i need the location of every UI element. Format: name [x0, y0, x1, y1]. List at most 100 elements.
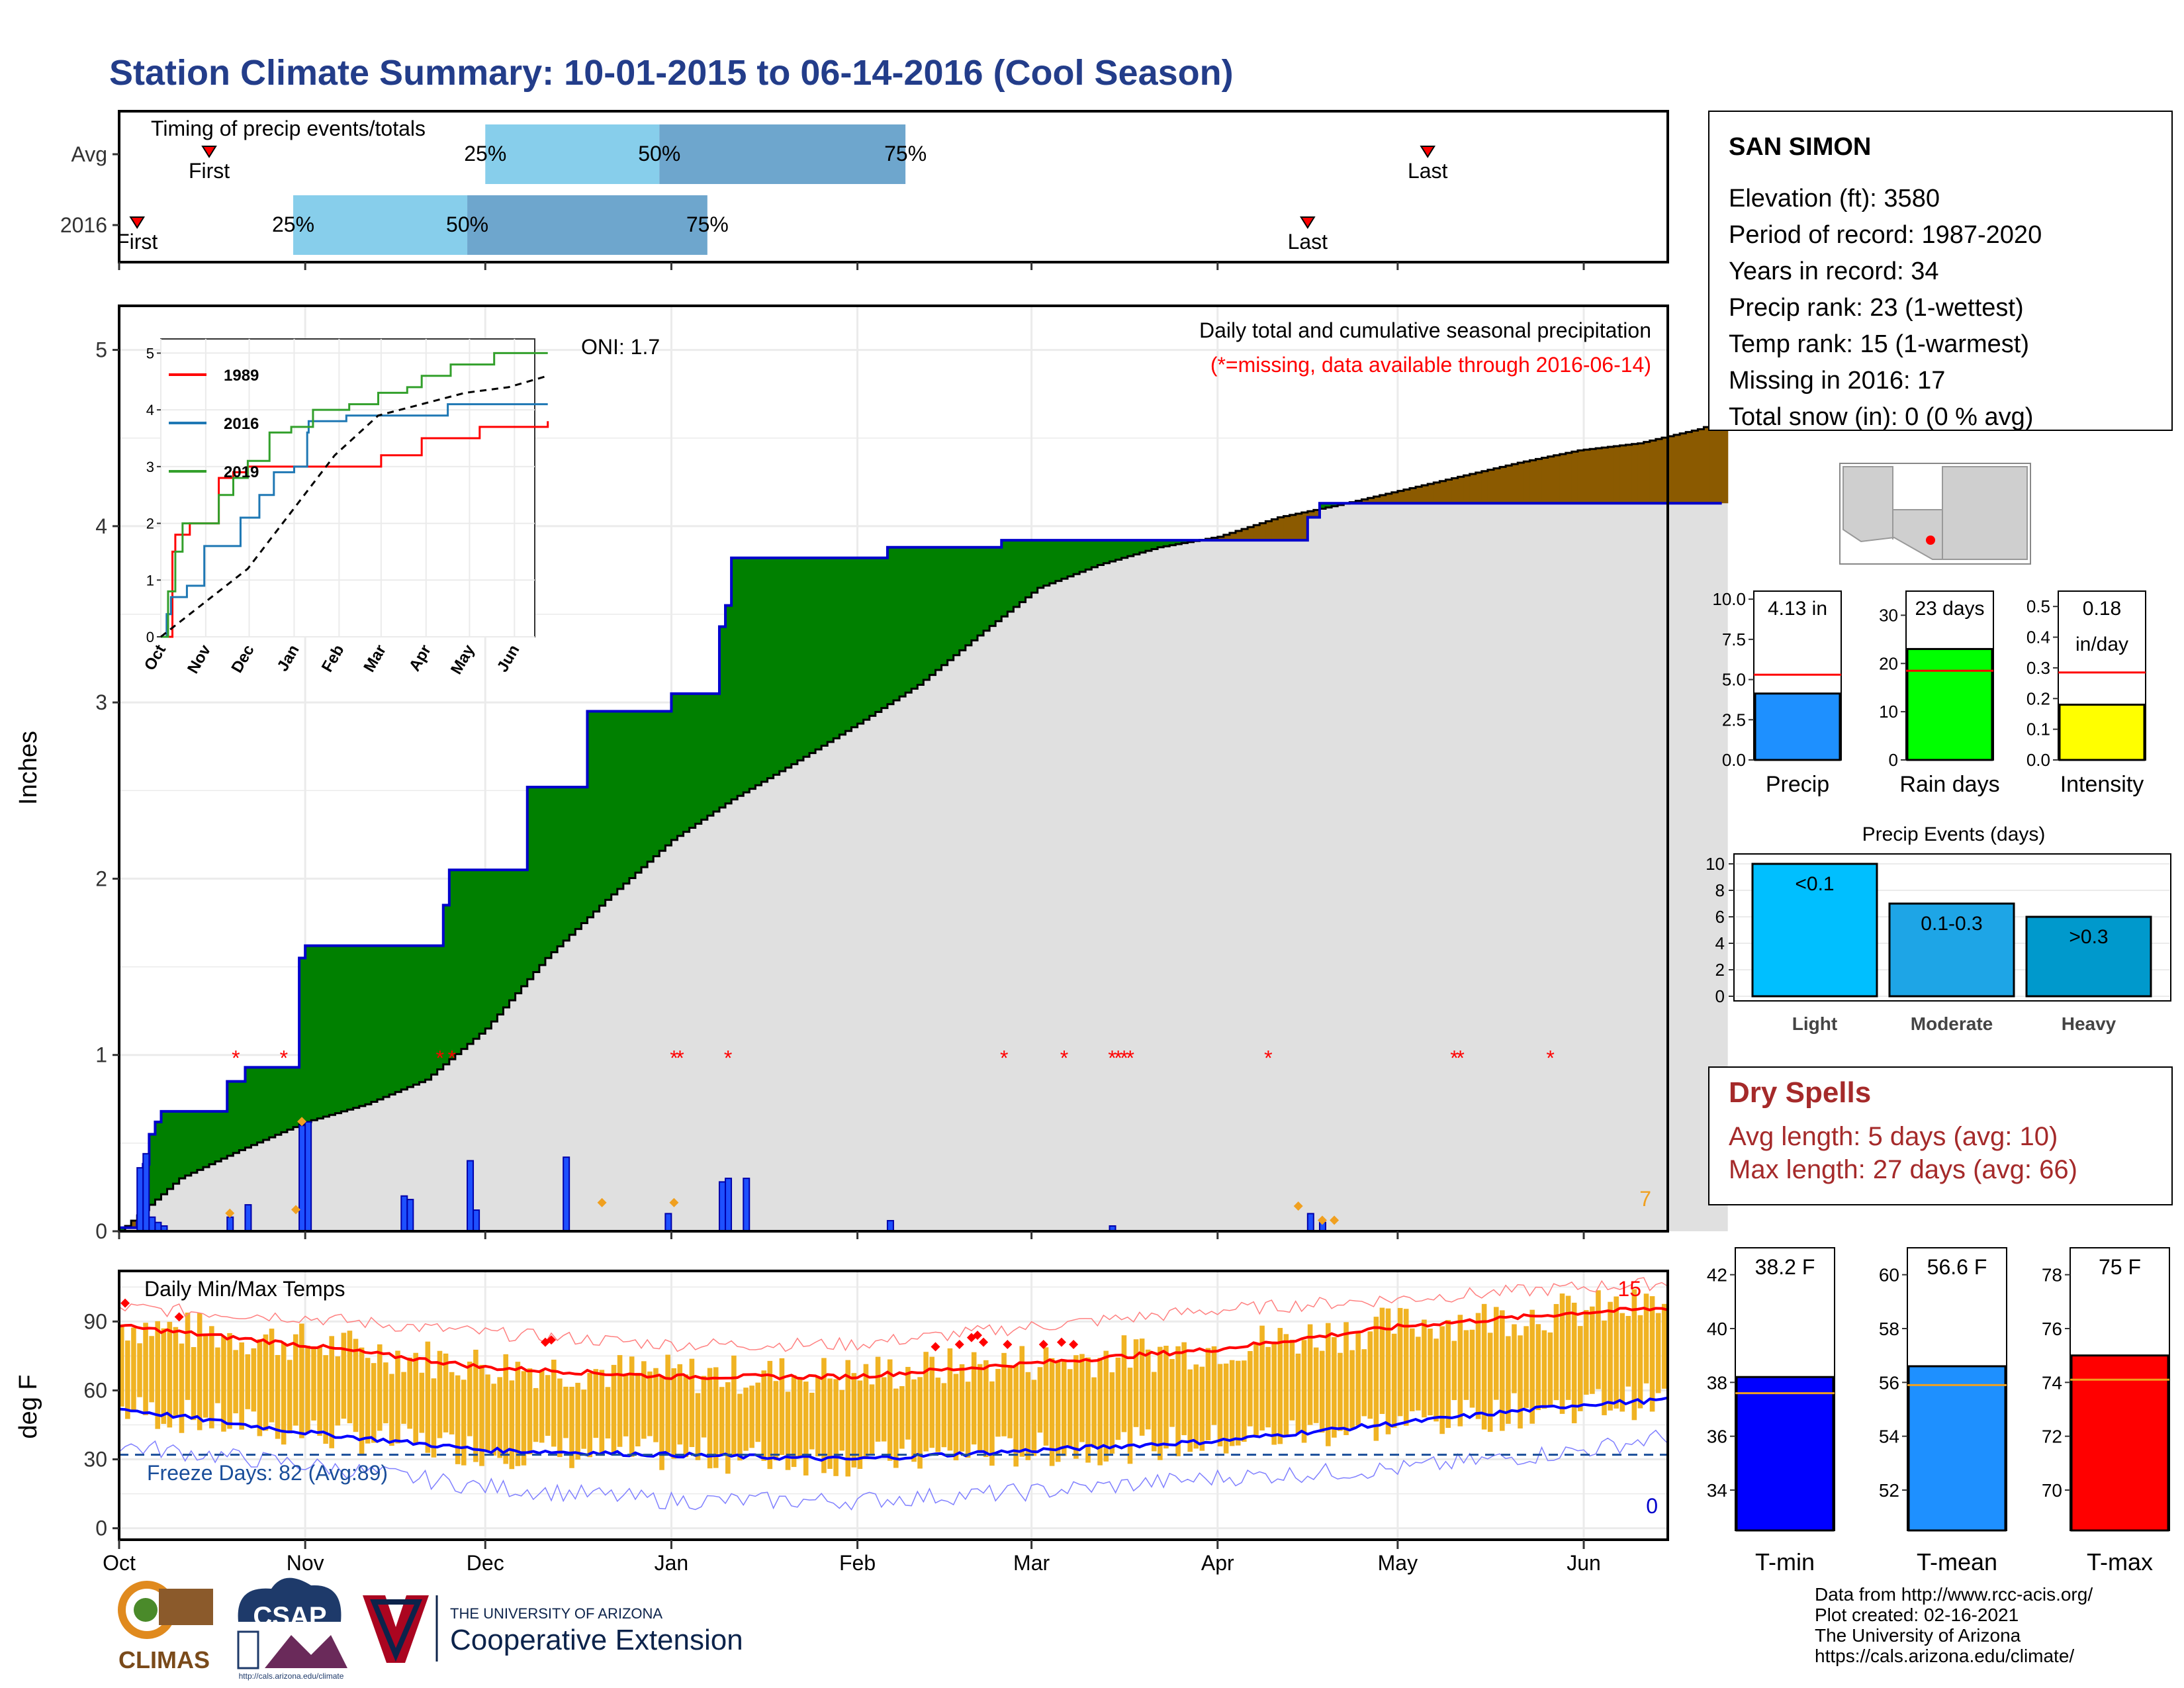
deficit-fill	[1253, 525, 1260, 541]
surplus-fill	[407, 945, 414, 1088]
daily-temp-bar	[497, 1377, 502, 1458]
daily-temp-bar	[1565, 1295, 1571, 1400]
daily-temp-bar	[863, 1364, 869, 1460]
daily-temp-bar	[677, 1364, 683, 1445]
daily-temp-bar	[911, 1379, 917, 1462]
daily-temp-bar	[509, 1380, 515, 1470]
daily-precip-bar	[886, 1220, 894, 1232]
surplus-fill	[635, 711, 642, 873]
ua-logo: THE UNIVERSITY OF ARIZONA Cooperative Ex…	[363, 1595, 743, 1663]
deficit-fill	[1709, 424, 1717, 504]
daily-temp-bar	[1085, 1357, 1091, 1463]
daily-temp-bar	[659, 1376, 664, 1470]
missing-day-marker: *	[1456, 1047, 1464, 1070]
daily-temp-bar	[413, 1352, 418, 1444]
page-title: Station Climate Summary: 10-01-2015 to 0…	[109, 53, 1234, 93]
surplus-fill	[413, 945, 420, 1085]
daily-precip-bar	[473, 1209, 480, 1232]
surplus-fill	[599, 711, 606, 906]
daily-temp-bar	[1529, 1309, 1535, 1424]
surplus-fill	[593, 711, 600, 912]
deficit-fill	[1289, 514, 1297, 541]
surplus-fill	[389, 945, 396, 1095]
daily-temp-bar	[575, 1382, 580, 1460]
deficit-fill	[1631, 444, 1639, 504]
freeze-days-label: Freeze Days: 82 (Avg:89)	[147, 1461, 388, 1485]
temp-bar-tick-label: 72	[2042, 1427, 2062, 1447]
surplus-fill	[935, 547, 942, 671]
timing-marker-label: First	[189, 159, 230, 183]
surplus-fill	[485, 870, 492, 1029]
daily-temp-bar	[875, 1356, 881, 1442]
temp-ytick-label: 30	[83, 1448, 107, 1472]
timing-bar-50-75	[467, 195, 707, 255]
station-name: SAN SIMON	[1729, 133, 1871, 161]
daily-temp-bar	[839, 1389, 844, 1451]
surplus-fill	[557, 786, 564, 947]
daily-temp-bar	[713, 1367, 719, 1468]
daily-temp-bar	[653, 1368, 659, 1442]
deficit-fill	[1535, 459, 1543, 504]
surplus-fill	[1013, 540, 1021, 607]
daily-temp-bar	[605, 1387, 611, 1438]
surplus-fill	[995, 547, 1002, 622]
daily-temp-bar	[587, 1373, 593, 1458]
precip-subtitle: Daily total and cumulative seasonal prec…	[1199, 318, 1651, 342]
deficit-fill	[1512, 464, 1518, 504]
event-bar-moderate	[1888, 902, 2015, 998]
surplus-fill	[479, 870, 486, 1034]
daily-temp-bar	[701, 1376, 707, 1438]
station-info-line: Precip rank: 23 (1-wettest)	[1729, 294, 2024, 322]
daily-temp-bar	[1109, 1372, 1115, 1454]
daily-temp-bar	[1283, 1334, 1289, 1437]
deficit-fill	[1439, 481, 1447, 504]
surplus-fill	[971, 547, 978, 641]
daily-temp-bar	[1475, 1313, 1481, 1419]
daily-temp-bar	[767, 1360, 773, 1470]
summary-tick-label: 30	[1879, 605, 1898, 625]
daily-temp-bar	[143, 1323, 148, 1415]
surplus-fill	[677, 693, 684, 836]
surplus-fill	[197, 1111, 204, 1170]
daily-precip-bar	[743, 1178, 751, 1232]
deficit-fill	[1422, 485, 1428, 504]
surplus-fill	[209, 1111, 216, 1164]
surplus-fill	[869, 557, 876, 716]
surplus-fill	[761, 557, 768, 782]
surplus-fill	[569, 786, 576, 935]
deficit-fill	[1271, 519, 1279, 541]
daily-temp-bar	[581, 1389, 586, 1449]
daily-temp-bar	[1152, 1372, 1157, 1452]
credit-line: Data from http://www.rcc-acis.org/	[1815, 1584, 2093, 1605]
surplus-fill	[647, 711, 654, 862]
surplus-fill	[161, 1111, 168, 1195]
deficit-fill	[1674, 434, 1680, 504]
deficit-fill	[1692, 430, 1698, 504]
daily-temp-bar	[749, 1385, 754, 1448]
surplus-fill	[227, 1081, 234, 1156]
daily-temp-bar	[1295, 1353, 1301, 1434]
event-tick-label: 8	[1715, 880, 1725, 900]
missing-day-marker: *	[448, 1047, 456, 1070]
daily-temp-bar	[227, 1333, 232, 1429]
daily-temp-bar	[1416, 1336, 1421, 1411]
surplus-fill	[467, 870, 474, 1044]
daily-temp-bar	[173, 1327, 179, 1417]
daily-temp-bar	[563, 1386, 569, 1438]
timing-percentile-label: 75%	[884, 142, 927, 165]
station-info-line: Period of record: 1987-2020	[1729, 221, 2042, 249]
surplus-fill	[371, 945, 378, 1102]
daily-temp-bar	[119, 1324, 124, 1407]
daily-temp-bar	[533, 1387, 539, 1442]
avg-min-line	[118, 1396, 1668, 1462]
surplus-fill	[509, 870, 516, 1001]
daily-temp-bar	[557, 1378, 563, 1458]
daily-temp-bar	[989, 1381, 995, 1466]
daily-temp-bar	[641, 1361, 647, 1439]
daily-temp-bar	[617, 1355, 623, 1447]
daily-precip-bar	[725, 1178, 733, 1232]
deficit-fill	[1397, 491, 1404, 504]
missing-day-marker: *	[232, 1047, 240, 1070]
surplus-fill	[1145, 540, 1152, 551]
